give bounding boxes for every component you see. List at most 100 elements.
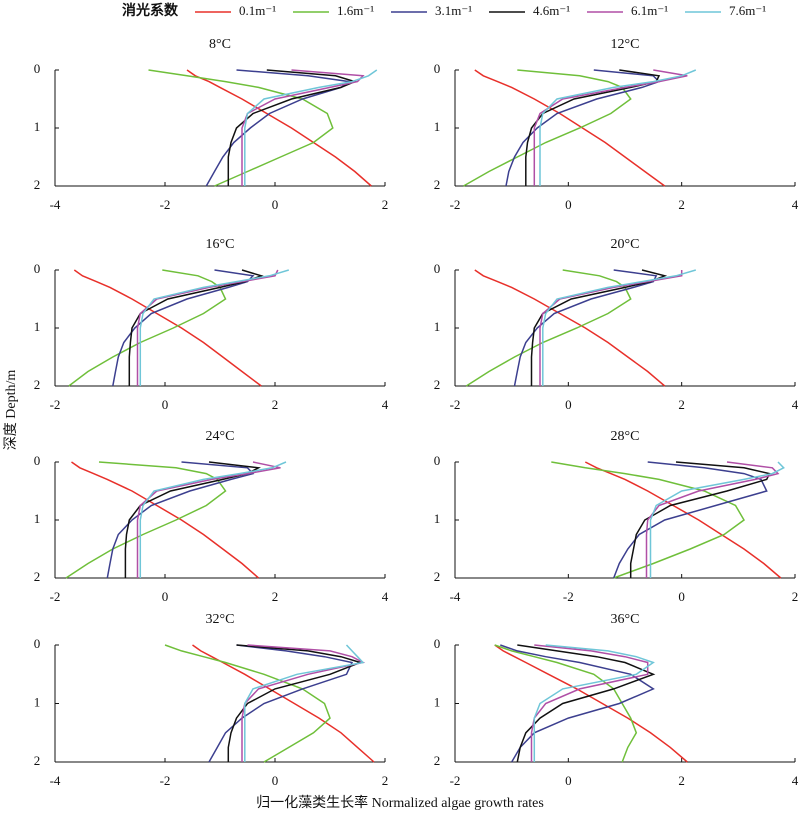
series-line xyxy=(539,270,683,386)
series-line xyxy=(139,461,287,578)
y-tick-label: 0 xyxy=(434,636,441,651)
x-tick-label: -2 xyxy=(50,397,61,412)
panel-title: 24°C xyxy=(206,429,235,444)
series-line xyxy=(112,269,255,387)
legend-label: 3.1m⁻¹ xyxy=(435,3,472,18)
y-tick-label: 0 xyxy=(434,61,441,76)
series-line xyxy=(136,461,281,578)
x-tick-label: 0 xyxy=(162,589,169,604)
y-tick-label: 1 xyxy=(434,119,441,134)
series-line xyxy=(71,461,259,579)
series-line xyxy=(500,644,655,763)
y-tick-label: 2 xyxy=(34,177,41,192)
series-line xyxy=(136,269,279,386)
x-tick-label: 2 xyxy=(382,773,389,788)
series-line xyxy=(205,69,352,187)
legend-title: 消光系数 xyxy=(122,2,179,19)
x-tick-label: 0 xyxy=(565,397,572,412)
y-tick-label: 1 xyxy=(434,319,441,334)
series-line xyxy=(533,69,688,186)
x-tick-label: 2 xyxy=(272,397,279,412)
x-tick-label: 2 xyxy=(678,773,685,788)
y-tick-label: 0 xyxy=(434,453,441,468)
series-line xyxy=(465,269,632,387)
x-tick-label: 0 xyxy=(272,197,279,212)
legend-label: 4.6m⁻¹ xyxy=(533,3,570,18)
series-line xyxy=(649,461,785,578)
x-tick-label: 4 xyxy=(792,197,799,212)
legend-label: 6.1m⁻¹ xyxy=(631,3,668,18)
series-line xyxy=(192,644,375,763)
x-tick-label: 2 xyxy=(792,589,799,604)
panel-title: 8°C xyxy=(209,37,231,52)
y-tick-label: 2 xyxy=(434,753,441,768)
x-tick-label: 0 xyxy=(162,397,169,412)
x-tick-label: 4 xyxy=(382,397,389,412)
legend-label: 7.6m⁻¹ xyxy=(729,3,766,18)
series-line xyxy=(208,644,354,763)
x-tick-label: 0 xyxy=(565,773,572,788)
series-line xyxy=(542,269,697,386)
series-line xyxy=(244,69,378,186)
x-tick-label: 4 xyxy=(792,397,799,412)
x-tick-label: 4 xyxy=(792,773,799,788)
series-line xyxy=(533,644,655,762)
x-tick-label: -4 xyxy=(450,589,461,604)
series-line xyxy=(474,269,666,387)
y-tick-label: 1 xyxy=(34,694,41,709)
series-line xyxy=(584,461,782,579)
y-tick-label: 0 xyxy=(34,61,41,76)
y-tick-label: 0 xyxy=(34,636,41,651)
y-tick-label: 1 xyxy=(434,511,441,526)
x-tick-label: -2 xyxy=(450,197,461,212)
y-tick-label: 2 xyxy=(34,377,41,392)
series-line xyxy=(516,644,656,763)
panel-title: 12°C xyxy=(611,37,640,52)
series-line xyxy=(551,461,745,579)
panel-title: 28°C xyxy=(611,429,640,444)
series-line xyxy=(530,644,649,762)
series-line xyxy=(227,69,358,186)
series-line xyxy=(148,69,334,187)
y-tick-label: 1 xyxy=(34,319,41,334)
x-tick-label: -4 xyxy=(50,197,61,212)
legend-label: 1.6m⁻¹ xyxy=(337,3,374,18)
x-tick-label: -2 xyxy=(160,773,171,788)
x-tick-label: 0 xyxy=(272,773,279,788)
y-tick-label: 2 xyxy=(434,177,441,192)
x-tick-label: -2 xyxy=(450,773,461,788)
x-tick-label: 2 xyxy=(272,589,279,604)
series-line xyxy=(613,461,768,579)
y-tick-label: 2 xyxy=(34,753,41,768)
series-line xyxy=(539,69,697,186)
panel-title: 20°C xyxy=(611,237,640,252)
x-tick-label: -2 xyxy=(50,589,61,604)
series-line xyxy=(463,69,632,187)
series-line xyxy=(73,269,262,387)
series-line xyxy=(494,644,638,763)
panel-title: 32°C xyxy=(206,612,235,627)
panel-title: 36°C xyxy=(611,612,640,627)
series-line xyxy=(65,461,227,579)
legend-label: 0.1m⁻¹ xyxy=(239,3,276,18)
panel-title: 16°C xyxy=(206,237,235,252)
y-tick-label: 0 xyxy=(434,261,441,276)
x-tick-label: -2 xyxy=(450,397,461,412)
x-tick-label: -2 xyxy=(160,197,171,212)
series-line xyxy=(241,644,366,762)
y-tick-label: 1 xyxy=(434,694,441,709)
y-tick-label: 1 xyxy=(34,119,41,134)
series-line xyxy=(139,269,290,386)
x-tick-label: 2 xyxy=(678,397,685,412)
y-tick-label: 0 xyxy=(34,453,41,468)
x-tick-label: 4 xyxy=(382,589,389,604)
series-line xyxy=(494,644,688,763)
series-line xyxy=(227,644,363,762)
x-tick-label: -4 xyxy=(50,773,61,788)
x-tick-label: 0 xyxy=(678,589,685,604)
x-axis-label: 归一化藻类生长率 Normalized algae growth rates xyxy=(256,794,544,811)
x-tick-label: 2 xyxy=(382,197,389,212)
series-line xyxy=(186,69,372,187)
series-line xyxy=(629,461,771,578)
